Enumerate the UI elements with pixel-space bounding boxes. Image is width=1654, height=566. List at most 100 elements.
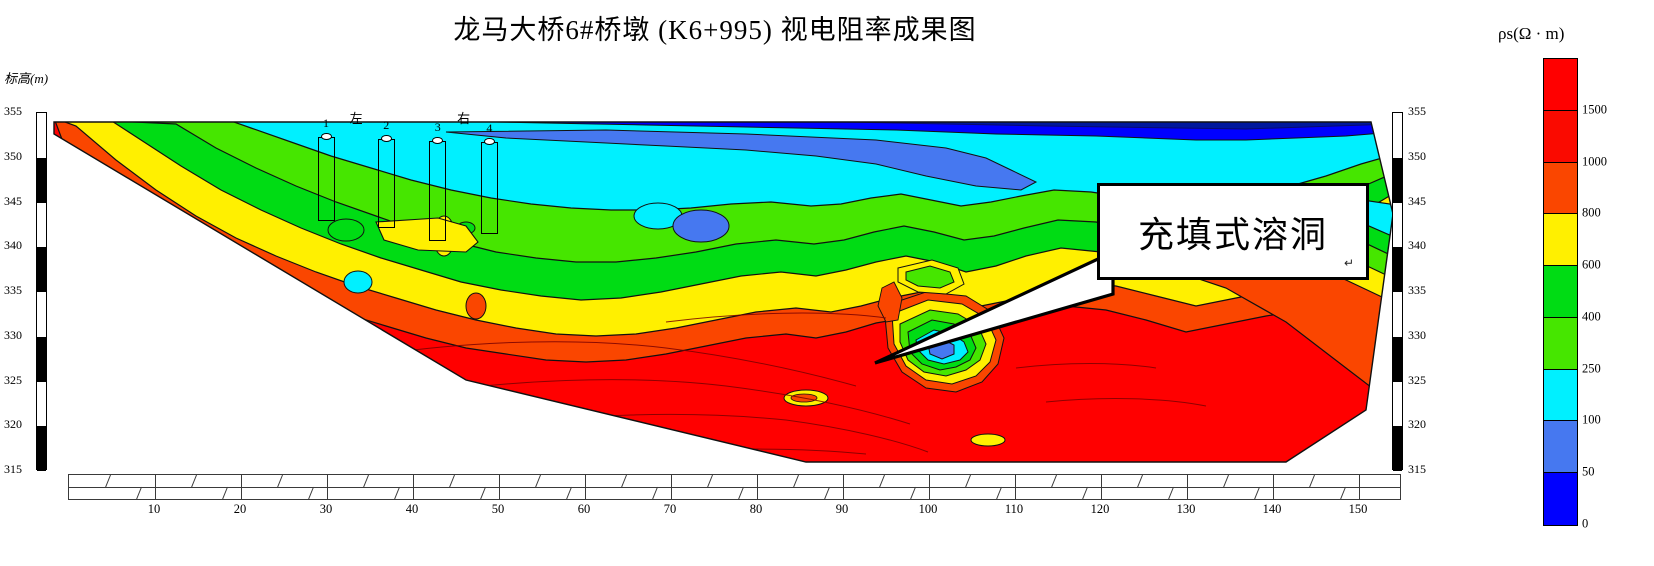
ruler-hatch	[910, 486, 916, 500]
y-axis-tick-label: 325	[1408, 372, 1426, 387]
borehole-1[interactable]	[317, 137, 335, 222]
colorbar-band	[1544, 317, 1577, 370]
colorbar-tick-label: 600	[1582, 257, 1601, 272]
borehole-label: 2	[383, 117, 390, 132]
colorbar-tick-label: 0	[1582, 516, 1589, 531]
x-axis-tick-label: 30	[319, 502, 333, 516]
ruler-hatch	[996, 486, 1002, 500]
colorbar-band	[1544, 110, 1577, 163]
y-axis-tick-label: 320	[4, 417, 22, 432]
ruler-major-tick	[1101, 475, 1102, 499]
y-axis-tick-label: 315	[4, 462, 22, 476]
axis-segment	[37, 426, 46, 471]
colorbar-tick-label: 1000	[1582, 154, 1607, 169]
borehole-label: 3	[434, 119, 441, 134]
borehole-2[interactable]	[377, 138, 395, 229]
y-axis-tick-label: 330	[4, 327, 22, 342]
ruler-hatch	[824, 486, 830, 500]
ruler-hatch	[879, 474, 885, 488]
ruler-major-tick	[929, 475, 930, 499]
borehole-3[interactable]	[429, 140, 447, 241]
colorbar-tick-label: 250	[1582, 361, 1601, 376]
y-axis-tick-label: 335	[4, 283, 22, 297]
ruler-hatch	[222, 486, 228, 500]
colorbar-tick-label: 100	[1582, 412, 1601, 427]
x-axis-tick-label: 100	[918, 502, 938, 516]
x-axis-tick-label: 20	[233, 502, 247, 516]
colorbar-tick-label: 400	[1582, 309, 1601, 324]
x-axis-tick-label: 80	[749, 502, 763, 516]
distance-scale-bar	[68, 474, 1401, 500]
colorbar-title: ρs(Ω · m)	[1498, 24, 1565, 43]
ruler-major-tick	[757, 475, 758, 499]
axis-segment	[37, 247, 46, 292]
y-axis-tick-label: 350	[4, 148, 22, 163]
ruler-major-tick	[413, 475, 414, 499]
x-axis-tick-label: 110	[1004, 502, 1024, 516]
axis-segment	[1393, 426, 1402, 471]
axis-segment	[1393, 381, 1402, 427]
ruler-hatch	[1223, 474, 1229, 488]
y-axis-tick-label: 345	[4, 193, 22, 208]
y-axis-tick-label: 315	[1408, 462, 1426, 476]
ruler-major-tick	[1187, 475, 1188, 499]
colorbar-band	[1544, 473, 1577, 525]
y-axis-tick-label: 335	[1408, 283, 1426, 297]
annotation-label: 充填式溶洞	[1137, 214, 1328, 255]
ruler-major-tick	[327, 475, 328, 499]
axis-segment	[1393, 202, 1402, 248]
colorbar-band	[1544, 369, 1577, 422]
y-axis-tick-label: 355	[4, 104, 22, 118]
axis-segment	[1393, 157, 1402, 203]
ruler-hatch	[1137, 474, 1143, 488]
y-axis-tick-label: 350	[1408, 148, 1426, 163]
y-axis-tick-label: 325	[4, 372, 22, 387]
axis-segment	[37, 336, 46, 382]
ruler-hatch	[1340, 486, 1346, 500]
y-axis-label-left: 标高(m)	[4, 71, 49, 86]
axis-segment	[1393, 247, 1402, 292]
ruler-hatch	[394, 486, 400, 500]
side-label: 右	[457, 111, 471, 126]
borehole-4[interactable]	[480, 142, 498, 234]
colorbar-band	[1544, 266, 1577, 318]
axis-segment	[37, 157, 46, 203]
page-title: 龙马大桥6#桥墩 (K6+995) 视电阻率成果图	[453, 15, 977, 45]
x-axis-tick-label: 150	[1348, 502, 1368, 516]
x-axis-tick-label: 90	[835, 502, 849, 516]
borehole-label: 1	[323, 116, 329, 131]
borehole-head-icon	[483, 138, 495, 146]
ruler-major-tick	[241, 475, 242, 499]
colorbar-tick-label: 1500	[1582, 102, 1607, 117]
borehole-head-icon	[432, 136, 444, 144]
ruler-hatch	[621, 474, 627, 488]
ruler-hatch	[191, 474, 197, 488]
axis-segment	[1393, 292, 1402, 337]
axis-segment	[37, 292, 46, 337]
ruler-hatch	[136, 486, 142, 500]
ruler-hatch	[277, 474, 283, 488]
ruler-hatch	[1168, 486, 1174, 500]
axis-segment	[37, 202, 46, 248]
resistivity-colorbar	[1543, 58, 1578, 526]
colorbar-band	[1544, 214, 1577, 267]
ruler-major-tick	[499, 475, 500, 499]
ruler-hatch	[1309, 474, 1315, 488]
colorbar-tick-label: 800	[1582, 205, 1601, 220]
x-axis-tick-label: 130	[1176, 502, 1196, 516]
ruler-hatch	[449, 474, 455, 488]
annotation-return-mark: ↵	[1343, 256, 1354, 270]
ruler-midline	[69, 487, 1400, 488]
ruler-hatch	[1051, 474, 1057, 488]
x-axis-tick-label: 120	[1090, 502, 1110, 516]
axis-segment	[37, 381, 46, 427]
ruler-major-tick	[585, 475, 586, 499]
x-axis-tick-label: 140	[1262, 502, 1282, 516]
colorbar-band	[1544, 162, 1577, 215]
y-axis-tick-label: 345	[1408, 193, 1426, 208]
ruler-major-tick	[671, 475, 672, 499]
axis-segment	[1393, 336, 1402, 382]
axis-segment	[37, 113, 46, 158]
ruler-hatch	[566, 486, 572, 500]
ruler-hatch	[793, 474, 799, 488]
